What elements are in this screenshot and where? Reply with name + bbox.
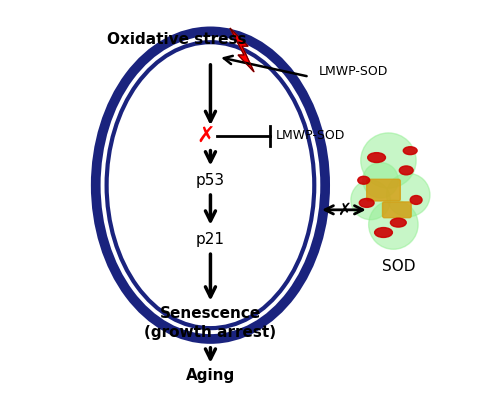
Circle shape [362,162,398,198]
Text: Senescence
(growth arrest): Senescence (growth arrest) [144,307,276,340]
Circle shape [351,180,391,220]
Ellipse shape [374,228,392,237]
Ellipse shape [360,198,374,207]
Text: Oxidative stress: Oxidative stress [106,32,246,47]
Polygon shape [230,28,254,72]
Text: Aging: Aging [186,368,235,383]
Text: LMWP-SOD: LMWP-SOD [276,130,345,142]
FancyBboxPatch shape [382,202,411,218]
Ellipse shape [400,166,413,175]
Circle shape [386,173,430,217]
Ellipse shape [410,196,422,204]
Ellipse shape [404,147,417,154]
Text: ✗: ✗ [337,201,351,219]
Text: SOD: SOD [382,259,415,274]
Text: p53: p53 [196,173,225,188]
Text: p21: p21 [196,232,225,247]
Text: LMWP-SOD: LMWP-SOD [319,65,388,78]
FancyBboxPatch shape [366,179,400,201]
Ellipse shape [390,218,406,227]
Ellipse shape [368,152,386,162]
Circle shape [368,200,418,249]
Ellipse shape [358,176,370,184]
Text: ✗: ✗ [196,126,215,146]
Ellipse shape [96,31,325,339]
Circle shape [361,133,416,188]
